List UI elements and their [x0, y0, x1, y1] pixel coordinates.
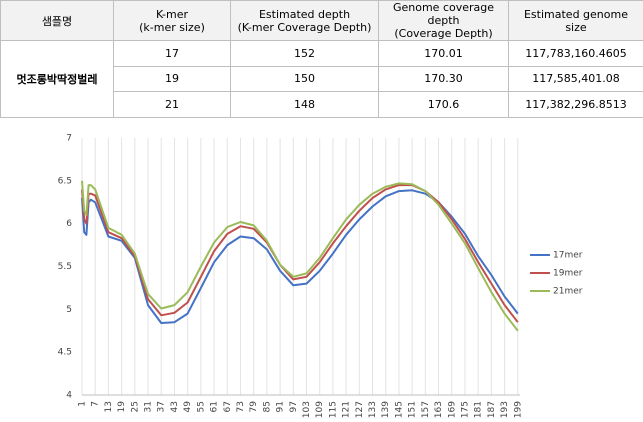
x-tick-label: 1 — [78, 401, 88, 407]
cell: 170.01 — [378, 40, 509, 67]
x-tick-label: 43 — [170, 401, 180, 412]
header-cell: K-mer (k-mer size) — [113, 0, 231, 41]
x-tick-label: 97 — [289, 401, 299, 412]
legend-label: 21mer — [553, 287, 583, 297]
header-cell: Estimated depth (K-mer Coverage Depth) — [230, 0, 379, 41]
x-tick-label: 163 — [434, 401, 444, 418]
cell: 150 — [230, 65, 379, 93]
series-line — [81, 189, 519, 324]
cell: 117,585,401.08 — [508, 65, 643, 93]
x-tick-label: 49 — [183, 401, 193, 413]
x-tick-label: 31 — [144, 401, 154, 412]
x-tick-label: 37 — [157, 401, 167, 412]
x-tick-label: 187 — [487, 401, 497, 418]
x-tick-label: 181 — [474, 401, 484, 418]
x-tick-label: 61 — [210, 401, 220, 412]
y-tick-label: 7 — [66, 134, 72, 144]
cell: 17 — [113, 40, 231, 67]
x-tick-label: 73 — [236, 401, 246, 412]
y-tick-label: 6 — [66, 219, 72, 229]
x-tick-label: 13 — [104, 401, 114, 412]
x-tick-label: 103 — [302, 401, 312, 418]
y-tick-label: 4 — [66, 391, 72, 401]
cell: 19 — [113, 65, 231, 93]
x-tick-label: 67 — [223, 401, 233, 412]
x-tick-label: 151 — [408, 401, 418, 418]
x-tick-label: 115 — [328, 401, 338, 418]
series-line — [81, 180, 519, 332]
x-tick-label: 157 — [421, 401, 431, 418]
x-tick-label: 79 — [249, 401, 259, 413]
cell: 152 — [230, 40, 379, 67]
x-tick-label: 109 — [315, 401, 325, 418]
x-tick-label: 175 — [460, 401, 470, 418]
cell: 170.6 — [378, 91, 509, 118]
header-cell: Estimated genome size — [508, 0, 643, 41]
y-tick-label: 5 — [66, 305, 72, 315]
x-tick-label: 121 — [342, 401, 352, 418]
x-tick-label: 25 — [130, 401, 140, 412]
x-tick-label: 19 — [117, 401, 127, 413]
x-tick-label: 91 — [276, 401, 286, 412]
y-tick-label: 6.5 — [58, 176, 72, 186]
x-tick-label: 85 — [262, 401, 272, 412]
x-tick-label: 7 — [91, 401, 101, 407]
x-tick-label: 139 — [381, 401, 391, 418]
x-tick-label: 199 — [513, 401, 523, 418]
cell: 148 — [230, 91, 379, 118]
header-cell: Genome coverage depth (Coverage Depth) — [378, 0, 509, 41]
x-tick-label: 127 — [355, 401, 365, 418]
x-tick-label: 55 — [196, 401, 206, 412]
cell: 21 — [113, 91, 231, 118]
results-table: 샘플명 K-mer (k-mer size) Estimated depth (… — [0, 0, 643, 118]
chart: 44.555.566.571 7 13 19 25 31 37 43 49 55 61 67 73 79 8… — [58, 134, 583, 419]
cell: 170.30 — [378, 65, 509, 93]
x-tick-label: 169 — [447, 401, 457, 418]
legend-label: 19mer — [553, 269, 583, 279]
x-tick-label: 193 — [500, 401, 510, 418]
y-tick-label: 5.5 — [58, 262, 72, 272]
x-tick-label: 145 — [394, 401, 404, 418]
header-cell: 샘플명 — [0, 0, 114, 41]
sample-cell: 멋조롱박딱정벌레 — [0, 40, 114, 118]
cell: 117,783,160.4605 — [508, 40, 643, 67]
x-tick-label: 133 — [368, 401, 378, 418]
cell: 117,382,296.8513 — [508, 91, 643, 118]
legend-label: 17mer — [553, 251, 583, 261]
y-tick-label: 4.5 — [58, 348, 72, 358]
